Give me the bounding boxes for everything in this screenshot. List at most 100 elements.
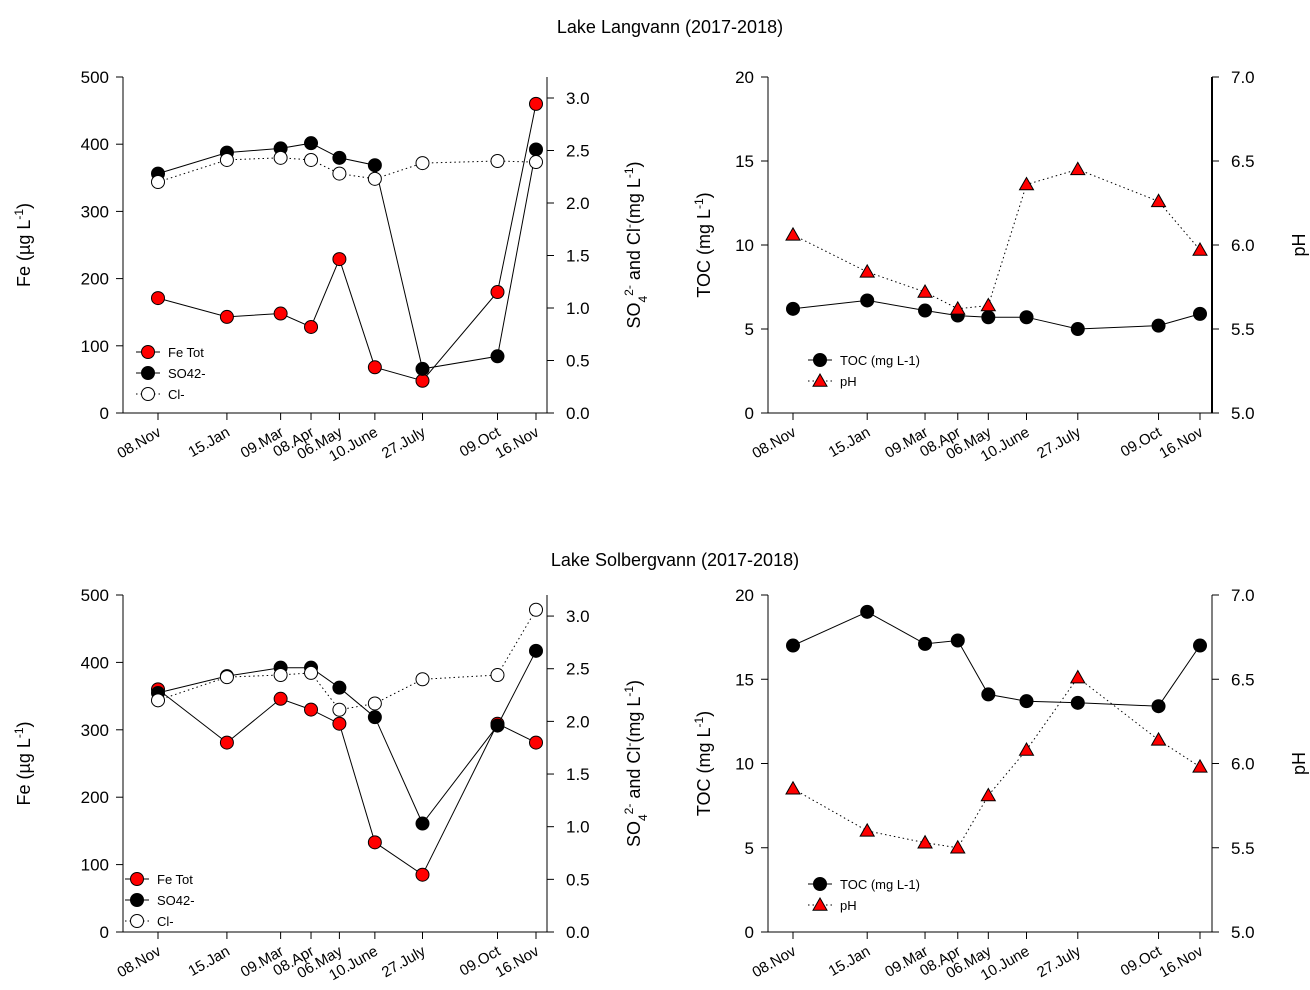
y-tick-label-right: 1.5 [566, 765, 590, 784]
series-point-cl [332, 166, 347, 181]
series-point-fetot [529, 96, 543, 111]
legend-label: SO42- [168, 366, 206, 381]
series-line-0 [792, 611, 1201, 707]
series-point-fetot [273, 306, 288, 321]
series-point-tocmgl1 [1070, 322, 1085, 336]
y-axis-title-left: Fe (µg L-1) [12, 721, 34, 805]
series-point-cl [367, 696, 382, 711]
legend-label: Fe Tot [168, 345, 204, 360]
series-point-cl [332, 702, 347, 717]
legend: TOC (mg L-1) pH [808, 877, 920, 913]
y-tick-label-left: 15 [735, 152, 754, 171]
series-point-cl [151, 693, 165, 708]
series-point-ph [859, 822, 876, 837]
y-tick-label-left: 0 [100, 923, 109, 942]
chart-panels: 01002003004005000.00.51.01.52.02.53.008.… [12, 68, 1309, 984]
x-tick-label: 08.Nov [749, 942, 799, 981]
y-tick-label-right: 5.5 [1231, 839, 1255, 858]
series-point-tocmgl1 [1193, 638, 1207, 653]
y-tick-label-left: 500 [81, 68, 109, 87]
series-point-ph [1192, 242, 1208, 256]
series-point-tocmgl1 [860, 604, 875, 619]
series-point-tocmgl1 [918, 636, 933, 651]
series-point-ph [1150, 193, 1167, 208]
y-tick-label-left: 20 [735, 68, 754, 87]
y-tick-label-right: 5.5 [1231, 320, 1255, 339]
y-tick-label-right: 2.0 [566, 194, 590, 213]
series-point-cl [490, 154, 505, 168]
legend-marker [813, 353, 827, 367]
series-point-tocmgl1 [1019, 310, 1034, 325]
series-point-cl [304, 152, 319, 167]
x-tick-label: 27.July [379, 423, 429, 462]
series-point-so42 [367, 158, 382, 173]
y-tick-label-left: 300 [81, 721, 109, 740]
series-point-ph [1018, 176, 1035, 191]
y-axis-title-left: TOC (mg L-1) [692, 711, 714, 816]
series-point-tocmgl1 [1193, 306, 1207, 321]
legend-label: TOC (mg L-1) [840, 353, 920, 368]
series-point-ph [859, 263, 876, 278]
y-axis-title-left: TOC (mg L-1) [692, 192, 714, 297]
y-axis-title-right: SO42- and Cl-(mg L-1) [622, 161, 650, 328]
series-point-ph [917, 834, 933, 849]
series-point-ph [949, 300, 966, 315]
series-point-ph [1069, 669, 1086, 684]
chart-panel-3: 0 100 200 300 400 500 0.0 0.5 1.0 1.5 2.0 2.5 3.0 08.… [12, 586, 650, 984]
legend-label: Cl- [157, 914, 174, 929]
x-tick-label: 08.Nov [114, 942, 164, 981]
legend-marker [130, 914, 144, 928]
y-tick-label-left: 300 [81, 202, 109, 221]
y-tick-label-left: 15 [735, 670, 754, 689]
y-tick-label-right: 1.0 [566, 818, 590, 837]
series-point-tocmgl1 [1151, 699, 1166, 714]
x-tick-label: 16.Nov [492, 942, 542, 981]
y-tick-label-left: 400 [81, 135, 109, 154]
series-point-fetot [415, 867, 430, 882]
series-point-tocmgl1 [786, 301, 800, 316]
series-line-0 [157, 103, 537, 382]
series-point-fetot [332, 252, 347, 267]
series-point-ph [1150, 731, 1167, 746]
series-point-ph [785, 226, 801, 241]
series-line-1 [157, 142, 537, 370]
y-tick-label-right: 5.0 [1231, 404, 1255, 423]
series-point-so42 [332, 680, 347, 695]
series-line-0 [157, 689, 537, 876]
legend-marker [130, 872, 144, 886]
series-point-tocmgl1 [950, 633, 965, 648]
x-tick-label: 15.Jan [826, 424, 874, 461]
legend-marker [141, 387, 155, 401]
legend-marker [130, 893, 144, 907]
y-tick-label-left: 0 [100, 404, 109, 423]
y-tick-label-right: 2.0 [566, 712, 590, 731]
x-tick-label: 27.July [1034, 942, 1084, 981]
y-tick-label-left: 500 [81, 586, 109, 605]
y-tick-label-right: 2.5 [566, 660, 590, 679]
y-tick-label-right: 6.0 [1231, 236, 1255, 255]
y-tick-label-right: 6.5 [1231, 670, 1255, 689]
y-tick-label-left: 5 [745, 839, 754, 858]
series-point-fetot [367, 835, 382, 850]
series-point-ph [785, 780, 801, 795]
legend-label: TOC (mg L-1) [840, 877, 920, 892]
series-point-ph [1018, 742, 1035, 756]
y-axis-title-right: SO42- and Cl-(mg L-1) [622, 680, 650, 847]
series-point-cl [529, 155, 543, 170]
series-point-so42 [415, 816, 430, 831]
y-tick-label-left: 10 [735, 755, 754, 774]
y-tick-label-right: 7.0 [1231, 586, 1255, 605]
series-point-tocmgl1 [918, 303, 933, 318]
y-tick-label-right: 0.0 [566, 404, 590, 423]
legend: TOC (mg L-1) pH [808, 353, 920, 389]
series-point-fetot [273, 691, 288, 706]
y-tick-label-left: 0 [745, 923, 754, 942]
legend-label: Cl- [168, 387, 185, 402]
y-tick-label-left: 200 [81, 270, 109, 289]
legend-label: Fe Tot [157, 872, 193, 887]
legend: Fe Tot SO42- Cl- [136, 345, 206, 402]
series-point-tocmgl1 [981, 310, 996, 325]
series-point-cl [273, 150, 288, 165]
